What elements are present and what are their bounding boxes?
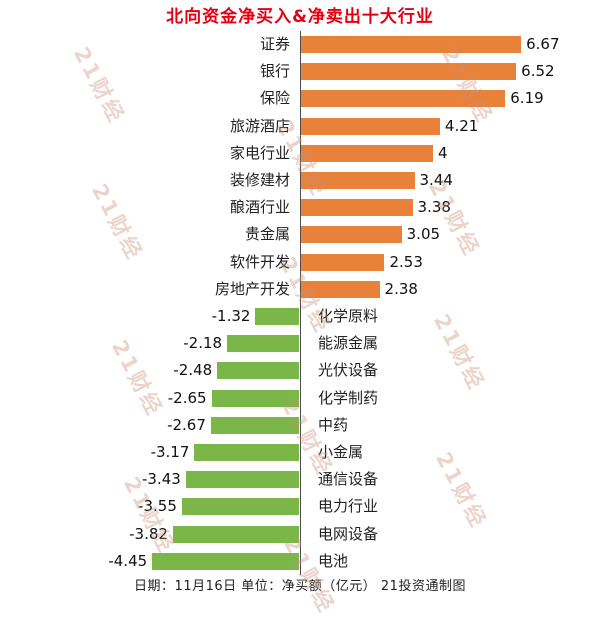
positive-bar [301,117,440,135]
bar-row: 房地产开发 2.38 [0,276,600,303]
value-label: -3.17 [150,443,190,461]
negative-bar [185,471,299,489]
value-label: -3.43 [142,470,181,489]
value-label: 2.53 [389,252,423,271]
negative-bar [211,389,299,407]
negative-bar [217,362,299,380]
category-label: 通信设备 [318,470,379,489]
bar-row: 证券 6.67 [0,31,600,58]
category-label: 酿酒行业 [229,198,290,217]
negative-bar [152,552,299,570]
value-label: 2.38 [384,279,418,298]
positive-bar [301,36,522,53]
category-label: 旅游酒店 [229,116,290,135]
category-label: 装修建材 [229,171,290,189]
positive-bar [301,280,380,298]
positive-bar [301,199,413,217]
bar-row: 能源金属 -2.18 [0,330,600,357]
negative-bar [181,498,299,516]
bar-row: 电网设备 -3.82 [0,521,600,548]
category-label: 能源金属 [318,334,379,353]
bar-row: 酿酒行业 3.38 [0,194,600,221]
bar-row: 光伏设备 -2.48 [0,357,600,384]
value-label: -2.48 [173,361,213,380]
chart-footer: 日期：11月16日 单位：净买额（亿元） 21投资通制图 [134,579,466,594]
category-label: 电力行业 [318,497,379,516]
positive-bar [301,226,402,244]
bar-row: 保险 6.19 [0,85,600,112]
value-label: 4.21 [444,116,479,135]
bar-row: 化学制药 -2.65 [0,385,600,412]
category-label: 小金属 [318,443,364,461]
value-label: -2.65 [167,388,207,407]
value-label: 3.38 [417,198,451,217]
positive-bar [301,144,433,162]
bar-row: 软件开发 2.53 [0,249,600,276]
negative-bar [227,335,299,353]
category-label: 软件开发 [229,252,290,271]
value-label: -3.55 [138,497,177,516]
value-label: -1.32 [211,307,251,325]
zero-axis-line [300,31,301,575]
negative-bar [194,444,299,461]
category-label: 光伏设备 [318,361,379,380]
bar-row: 装修建材 3.44 [0,167,600,194]
category-label: 中药 [318,415,349,434]
value-label: 6.67 [526,35,560,53]
bar-chart: 证券 6.67 银行 6.52 保险 6.19 旅游酒店 4.21 家电行业 4 装修建材 3.44 酿… [0,31,600,575]
value-label: -3.82 [129,524,168,543]
bar-row: 电池 -4.45 [0,548,600,575]
bar-row: 贵金属 3.05 [0,221,600,248]
negative-bar [255,308,299,325]
bar-row: 电力行业 -3.55 [0,493,600,520]
value-label: -4.45 [108,551,148,570]
bar-row: 中药 -2.67 [0,412,600,439]
value-label: 3.05 [406,225,441,244]
category-label: 保险 [259,89,290,108]
value-label: -2.67 [167,415,206,434]
category-label: 贵金属 [244,225,290,244]
bar-row: 通信设备 -3.43 [0,466,600,493]
bar-row: 银行 6.52 [0,58,600,85]
category-label: 化学制药 [318,388,379,407]
category-label: 电网设备 [318,524,379,543]
positive-bar [301,253,385,271]
category-label: 房地产开发 [214,279,290,298]
value-label: 4 [438,143,448,162]
bar-row: 家电行业 4 [0,140,600,167]
positive-bar [301,172,415,189]
category-label: 家电行业 [229,143,290,162]
value-label: 6.19 [510,89,544,108]
category-label: 化学原料 [318,307,379,325]
category-label: 证券 [259,35,290,53]
negative-bar [210,416,299,434]
negative-bar [172,525,299,543]
category-label: 银行 [259,62,290,81]
category-label: 电池 [318,551,349,570]
value-label: 6.52 [521,62,555,81]
positive-bar [301,90,506,108]
bar-row: 小金属 -3.17 [0,439,600,466]
bar-row: 化学原料 -1.32 [0,303,600,330]
positive-bar [301,63,517,81]
value-label: -2.18 [183,334,223,353]
bar-row: 旅游酒店 4.21 [0,113,600,140]
value-label: 3.44 [419,171,453,189]
chart-title: 北向资金净买入&净卖出十大行业 [166,7,434,27]
